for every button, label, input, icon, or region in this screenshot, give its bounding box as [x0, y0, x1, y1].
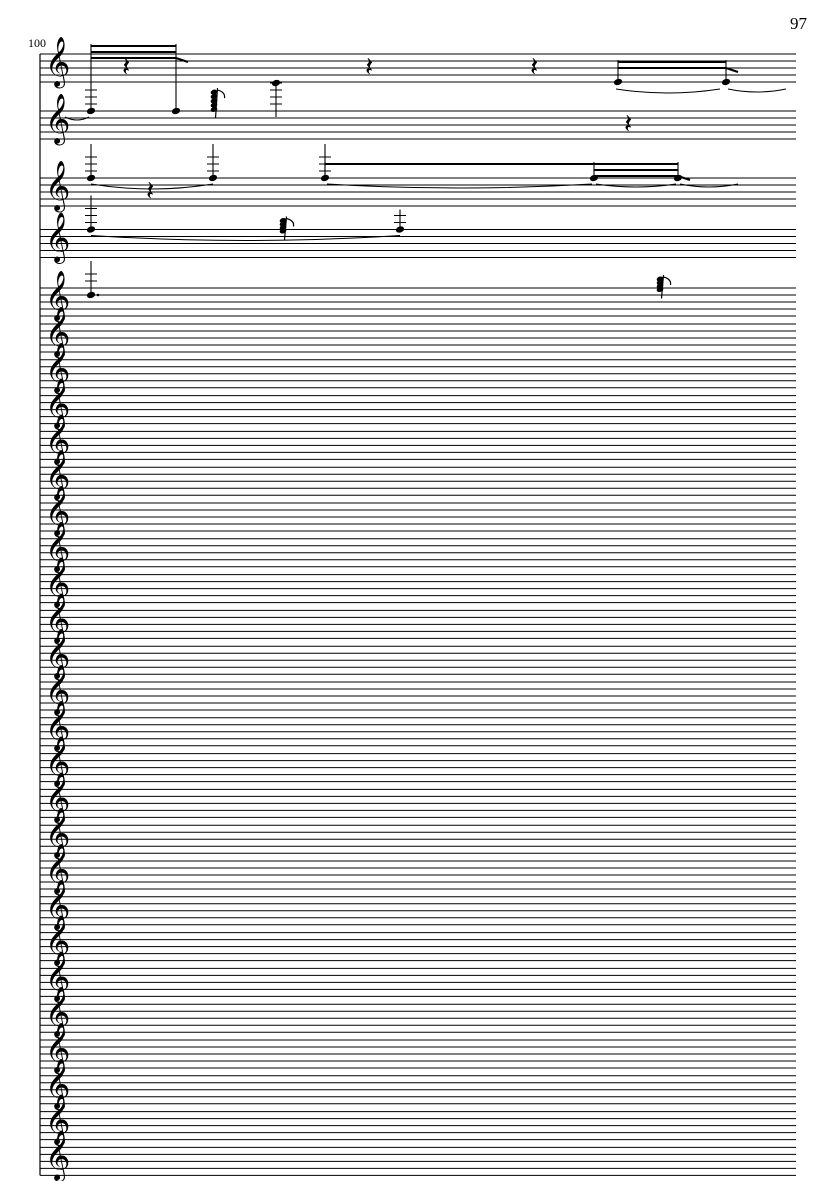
svg-text:𝄽: 𝄽	[146, 176, 154, 206]
svg-text:𝄞: 𝄞	[45, 162, 70, 213]
svg-text:𝄞: 𝄞	[45, 95, 70, 146]
svg-text:𝄽: 𝄽	[530, 52, 538, 82]
svg-text:𝄞: 𝄞	[45, 1131, 70, 1181]
svg-text:𝄽: 𝄽	[624, 109, 632, 139]
svg-text:𝄽: 𝄽	[122, 52, 130, 82]
svg-text:𝄞: 𝄞	[45, 214, 70, 265]
svg-text:𝄽: 𝄽	[365, 52, 373, 82]
svg-text:𝄞: 𝄞	[45, 38, 70, 89]
